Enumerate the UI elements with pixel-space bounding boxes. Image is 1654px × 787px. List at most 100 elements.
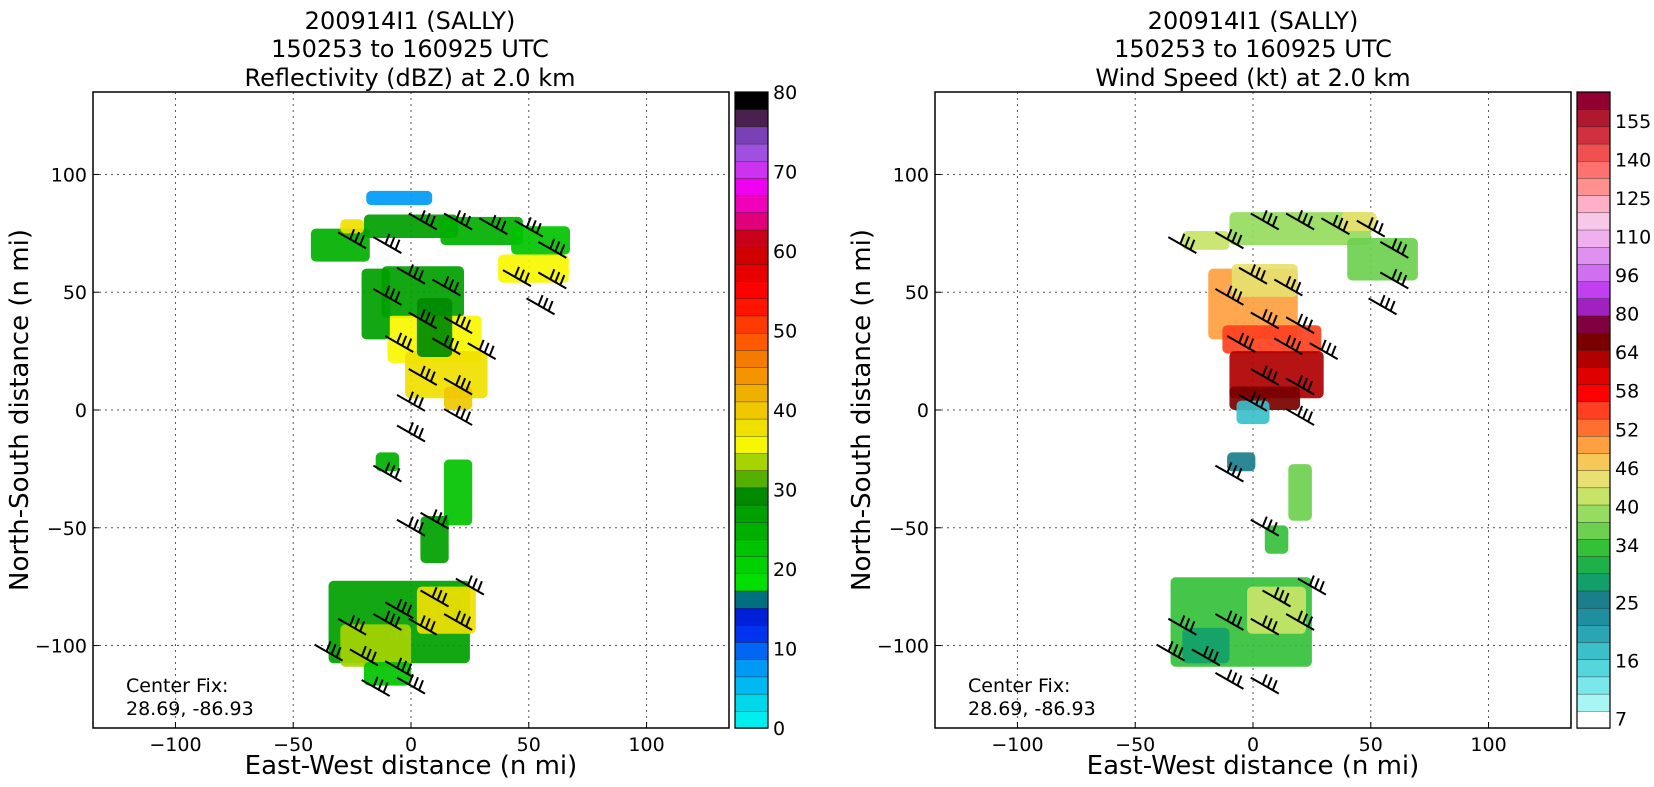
- data-cell: [1264, 525, 1289, 554]
- wind-barb-feather: [377, 679, 384, 691]
- y-tick-label: −100: [877, 636, 929, 658]
- colorbar-tick-label: 50: [773, 321, 797, 343]
- wind-barb-feather: [419, 209, 426, 221]
- wind-barb: [314, 641, 344, 662]
- wind-barb-feather: [1401, 244, 1408, 255]
- wind-barb-feather: [1261, 365, 1268, 377]
- wind-barb-feather: [443, 334, 450, 346]
- wind-barb-shaft: [408, 212, 438, 231]
- wind-barb-feather: [1238, 332, 1245, 344]
- center-fix-coordinates: 28.69, -86.93: [968, 698, 1096, 720]
- colorbar-tick-label: 140: [1615, 149, 1651, 171]
- wind-barb: [467, 339, 497, 360]
- colorbar-segment: [1576, 710, 1611, 729]
- wind-barb-feather: [394, 616, 401, 627]
- wind-barb-feather: [1261, 615, 1268, 626]
- wind-barb-shaft: [408, 311, 438, 330]
- colorbar-segment: [734, 108, 769, 128]
- wind-barb: [372, 285, 402, 306]
- colorbar-segment: [1576, 521, 1611, 540]
- wind-barb-feather: [436, 512, 443, 523]
- data-cell: [443, 459, 473, 526]
- colorbar-segment: [734, 676, 769, 695]
- colorbar-tick-label: 64: [1615, 342, 1639, 364]
- wind-barb-feather: [1330, 345, 1337, 357]
- wind-barb-shaft: [1368, 297, 1398, 316]
- wind-barb-feather: [1184, 236, 1191, 248]
- wind-barb-feather: [419, 308, 426, 320]
- wind-barb-feather: [389, 613, 396, 625]
- colorbar-segment: [1576, 349, 1611, 368]
- wind-barb-feather: [549, 268, 556, 280]
- colorbar-segment: [1576, 177, 1611, 196]
- wind-barb-feather: [406, 338, 413, 350]
- data-cell: [310, 228, 370, 262]
- wind-barb-feather: [460, 377, 467, 389]
- wind-barb-feather: [1236, 467, 1243, 479]
- wind-barb-shaft: [1214, 613, 1244, 631]
- colorbar-segment: [1576, 126, 1611, 145]
- data-cell: [511, 226, 570, 255]
- wind-barb-shaft: [337, 617, 367, 636]
- wind-barb-feather: [460, 613, 467, 625]
- wind-barb: [1238, 264, 1268, 285]
- wind-barb-shaft: [337, 231, 367, 250]
- wind-barb-shaft: [361, 679, 391, 697]
- colorbar-tick-label: 155: [1615, 111, 1651, 133]
- colorbar-segment: [1576, 315, 1611, 334]
- colorbar-tick-label: 96: [1615, 265, 1639, 287]
- wind-barb-shaft: [1285, 613, 1315, 631]
- wind-barb: [1238, 391, 1268, 412]
- wind-barb-feather: [1273, 586, 1280, 598]
- colorbar-segment: [734, 693, 769, 712]
- wind-barb-feather: [1231, 464, 1238, 476]
- colorbar-segment: [734, 280, 769, 299]
- wind-barb: [337, 615, 367, 636]
- wind-barb-shaft: [1379, 240, 1409, 259]
- y-tick-label: −100: [35, 636, 87, 658]
- wind-barb-feather: [360, 645, 367, 657]
- wind-barb-feather: [549, 238, 556, 249]
- wind-barb-shaft: [1214, 464, 1244, 483]
- wind-barb-shaft: [396, 424, 426, 443]
- wind-barb: [1285, 209, 1315, 231]
- wind-barb-feather: [1266, 676, 1273, 688]
- wind-barb-feather: [1396, 271, 1403, 283]
- colorbar-segment: [1576, 263, 1611, 282]
- plot-area: [935, 92, 1571, 728]
- wind-barb-feather: [419, 615, 426, 626]
- wind-barb-feather: [1302, 613, 1309, 625]
- wind-barb-feather: [466, 575, 473, 586]
- wind-barb: [1167, 233, 1197, 254]
- wind-barb-feather: [418, 269, 424, 281]
- wind-barb-feather: [1377, 222, 1384, 234]
- wind-barb-feather: [1391, 238, 1398, 249]
- wind-barb-feather: [1295, 281, 1302, 293]
- data-cell: [366, 190, 433, 206]
- wind-barb: [1250, 365, 1280, 386]
- wind-barb-shaft: [384, 601, 414, 620]
- wind-barb-feather: [424, 311, 431, 323]
- wind-barb-feather: [441, 514, 448, 526]
- wind-barb-feather: [1226, 610, 1233, 622]
- data-cell: [1236, 400, 1270, 425]
- wind-barb-feather: [1189, 620, 1196, 632]
- wind-barb-feather: [418, 397, 424, 408]
- wind-barb-shaft: [1238, 394, 1268, 412]
- wind-barb: [372, 462, 402, 483]
- wind-barb: [384, 598, 414, 620]
- wind-barb-shaft: [420, 511, 450, 530]
- x-tick-label: 0: [1247, 734, 1259, 756]
- wind-barb: [1250, 308, 1280, 330]
- wind-barb-feather: [330, 643, 337, 655]
- y-tick-label: 0: [75, 400, 87, 422]
- wind-barb-feather: [396, 332, 403, 344]
- x-tick-label: 50: [1359, 734, 1383, 756]
- wind-barb-feather: [424, 368, 431, 380]
- colorbar-segment: [734, 315, 769, 334]
- wind-barb-feather: [495, 217, 502, 229]
- wind-barb: [455, 575, 485, 596]
- colorbar-segment: [1576, 693, 1611, 712]
- wind-barb-feather: [1307, 319, 1314, 331]
